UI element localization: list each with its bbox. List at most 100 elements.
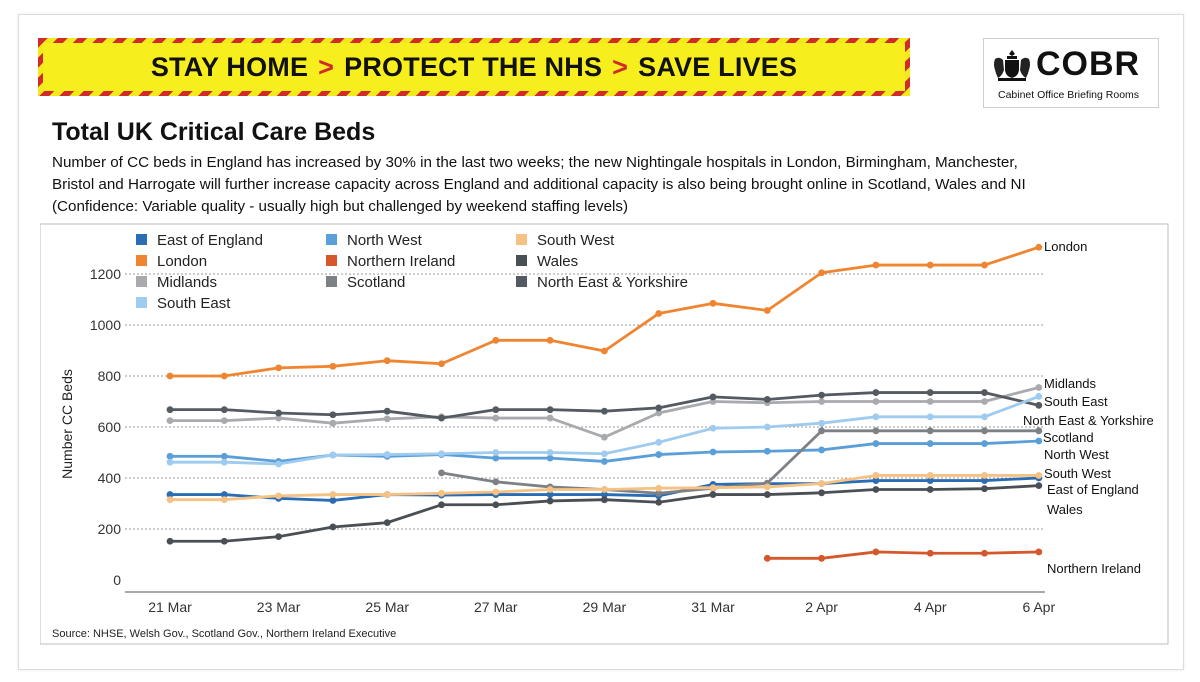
page-title: Total UK Critical Care Beds [52,118,376,146]
data-point-north-east-and-yorkshire [492,406,500,414]
data-point-london [872,261,880,269]
data-point-wales [981,485,988,493]
data-point-midlands [981,398,988,405]
data-point-east-of-england [926,477,934,484]
data-point-north-west [981,440,988,447]
data-point-wales [329,523,337,531]
data-point-midlands [655,409,663,417]
data-point-north-east-and-yorkshire [709,393,717,401]
data-point-north-east-and-yorkshire [655,404,663,412]
legend-swatch-south-west [516,234,527,245]
data-point-wales [166,537,174,545]
line-chart: 0 200 400 600 800 1000 1200 Number CC Beds 21 Ma… [39,223,1169,645]
data-point-south-west [818,480,825,488]
data-point-northern-ireland [763,554,771,562]
data-point-london [438,360,445,368]
data-point-south-east [1035,393,1043,400]
slogan-stay-home: STAY HOME [150,51,309,82]
data-point-wales [492,501,500,509]
legend-swatch-northern-ireland [326,255,337,266]
y-tick-label: 1000 [90,317,121,333]
data-point-london [383,357,391,365]
slogan-save-lives: SAVE LIVES [638,51,798,82]
data-point-north-east-and-yorkshire [981,389,988,396]
data-point-south-west [166,496,174,504]
data-point-london [709,299,717,307]
x-tick-label: 6 Apr [1022,599,1055,615]
data-point-midlands [818,398,825,405]
end-label-east-of-england: East of England [1047,482,1139,497]
description-line-1: Number of CC beds in England has increas… [52,154,1018,171]
data-point-northern-ireland [981,549,988,557]
data-point-south-west [655,484,663,492]
x-tick-label: 27 Mar [474,599,518,615]
series-line-london [170,245,1040,378]
data-point-wales [220,537,228,545]
data-point-east-of-england [872,477,880,484]
data-point-south-east [818,419,825,427]
data-point-south-east [492,449,500,456]
data-point-north-east-and-yorkshire [166,406,174,414]
data-point-wales [709,491,717,498]
data-point-east-of-england [601,491,608,498]
data-point-wales [438,501,445,509]
legend-label-north-west: North West [347,232,423,249]
data-point-midlands [383,415,391,423]
data-point-scotland [818,427,825,435]
legend-label-south-east: South East [157,295,231,312]
data-point-scotland [438,469,445,477]
y-tick-label: 0 [113,572,121,588]
data-point-north-east-and-yorkshire [926,389,934,396]
data-point-north-east-and-yorkshire [275,409,282,417]
x-tick-label: 29 Mar [583,599,627,615]
data-point-midlands [546,414,554,422]
data-point-london [1035,243,1043,251]
data-point-midlands [926,398,934,405]
data-point-wales [546,497,554,505]
chart-border [39,223,1169,645]
description-line-3: (Confidence: Variable quality - usually … [52,198,629,215]
data-point-london [275,364,282,372]
data-point-south-east [220,458,228,466]
data-point-north-east-and-yorkshire [601,407,608,415]
data-point-east-of-england [329,497,337,504]
data-point-south-east [601,450,608,458]
end-label-south-west: South West [1044,466,1111,481]
legend-label-east-of-england: East of England [157,232,263,249]
y-tick-label: 600 [98,419,122,435]
series-line-scotland [441,429,1039,495]
data-point-london [329,362,337,370]
data-point-north-east-and-yorkshire [329,411,337,419]
legend-swatch-east-of-england [136,234,147,245]
description-line-2: Bristol and Harrogate will further incre… [52,176,1026,193]
data-point-south-west [275,492,282,500]
data-point-wales [818,489,825,497]
royal-crest-icon [994,50,1030,81]
data-point-south-west [438,489,445,497]
end-label-south-east: South East [1044,394,1108,409]
data-point-wales [275,533,282,541]
data-point-south-east [872,413,880,421]
data-point-northern-ireland [1035,548,1043,556]
data-point-midlands [601,433,608,441]
y-axis-label: Number CC Beds [59,369,75,479]
data-point-north-east-and-yorkshire [546,406,554,414]
data-point-wales [926,486,934,493]
data-point-london [981,261,988,269]
data-point-scotland [655,489,663,497]
data-point-midlands [329,419,337,427]
data-point-north-east-and-yorkshire [763,396,771,403]
data-point-north-east-and-yorkshire [1035,401,1043,409]
source-note: Source: NHSE, Welsh Gov., Scotland Gov.,… [52,628,397,640]
data-point-london [763,307,771,314]
data-point-north-west [492,454,500,462]
data-point-south-west [926,472,934,479]
end-label-scotland: Scotland [1043,430,1094,445]
slogan-text: STAY HOME > PROTECT THE NHS > SAVE LIVES [43,43,905,91]
data-point-south-east [655,438,663,446]
data-point-scotland [981,427,988,435]
legend-label-north-east-and-yorkshire: North East & Yorkshire [537,274,688,291]
legend-swatch-south-east [136,297,147,308]
data-point-north-west [546,454,554,462]
data-point-london [220,372,228,380]
